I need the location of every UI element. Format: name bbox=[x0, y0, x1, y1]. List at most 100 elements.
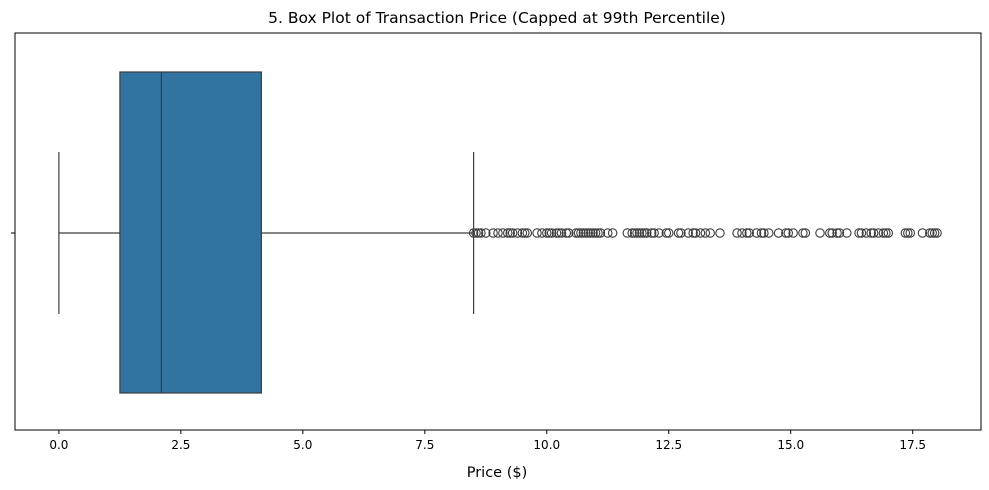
outlier-point bbox=[856, 228, 867, 238]
outlier-point bbox=[764, 228, 774, 238]
outlier-point bbox=[649, 228, 659, 238]
outlier-point bbox=[637, 228, 647, 238]
x-tick-label: 0.0 bbox=[49, 438, 68, 452]
outlier-point bbox=[588, 228, 598, 238]
outlier-point bbox=[676, 228, 686, 238]
outlier-point bbox=[737, 228, 747, 238]
outlier-point bbox=[629, 228, 640, 238]
outlier-point bbox=[471, 228, 481, 238]
outlier-point bbox=[642, 228, 652, 238]
outlier-point bbox=[903, 228, 913, 238]
outlier-point bbox=[715, 228, 725, 238]
outlier-point bbox=[646, 228, 657, 238]
outlier-point bbox=[842, 228, 852, 238]
outlier-point bbox=[917, 228, 928, 238]
outlier-point bbox=[854, 228, 864, 238]
outlier-point bbox=[503, 228, 513, 238]
outlier-point bbox=[590, 228, 601, 238]
outlier-point bbox=[683, 228, 694, 238]
chart-title: 5. Box Plot of Transaction Price (Capped… bbox=[268, 9, 726, 27]
outlier-point bbox=[488, 228, 498, 238]
outlier-point bbox=[800, 228, 811, 238]
outlier-point bbox=[932, 228, 942, 238]
outlier-point bbox=[756, 228, 767, 238]
outlier-point bbox=[595, 228, 606, 238]
outlier-point bbox=[773, 228, 784, 238]
outlier-point bbox=[583, 228, 594, 238]
outlier-point bbox=[832, 228, 842, 238]
plot-frame bbox=[14, 32, 982, 431]
outlier-point bbox=[573, 228, 584, 238]
outlier-point bbox=[690, 228, 701, 238]
outlier-point bbox=[517, 228, 528, 238]
outlier-point bbox=[868, 228, 879, 238]
outlier-point bbox=[498, 228, 508, 238]
outlier-point bbox=[881, 228, 891, 238]
outlier-point bbox=[607, 228, 618, 238]
outlier-point bbox=[873, 228, 884, 238]
outlier-point bbox=[581, 228, 591, 238]
outlier-point bbox=[576, 228, 586, 238]
box-plot bbox=[58, 71, 475, 394]
x-tick-label: 2.5 bbox=[171, 438, 190, 452]
outlier-point bbox=[866, 228, 876, 238]
outlier-point bbox=[556, 228, 567, 238]
outlier-point bbox=[825, 228, 835, 238]
outlier-point bbox=[834, 228, 845, 238]
outlier-point bbox=[751, 228, 762, 238]
outlier-point bbox=[622, 228, 633, 238]
outlier-point bbox=[861, 228, 872, 238]
outlier-point bbox=[627, 228, 637, 238]
outlier-point bbox=[883, 228, 894, 238]
outlier-point bbox=[654, 228, 664, 238]
outlier-point bbox=[473, 228, 484, 238]
outlier-point bbox=[925, 228, 935, 238]
outlier-point bbox=[878, 228, 889, 238]
outlier-point bbox=[571, 228, 581, 238]
outlier-point bbox=[661, 228, 672, 238]
outlier-point bbox=[927, 228, 937, 238]
outlier-point bbox=[578, 228, 589, 238]
outlier-point bbox=[639, 228, 650, 238]
outlier-point bbox=[742, 228, 752, 238]
x-tick-label: 10.0 bbox=[533, 438, 560, 452]
outlier-point bbox=[537, 228, 547, 238]
interquartile-box bbox=[119, 71, 262, 394]
outlier-point bbox=[632, 228, 642, 238]
outlier-point bbox=[468, 228, 479, 238]
outlier-point bbox=[512, 228, 523, 238]
outlier-point bbox=[532, 228, 542, 238]
outlier-point bbox=[561, 228, 572, 238]
outlier-point bbox=[905, 228, 916, 238]
outlier-point bbox=[664, 228, 674, 238]
outlier-point bbox=[788, 228, 798, 238]
outlier-point bbox=[815, 228, 825, 238]
outlier-point bbox=[900, 228, 911, 238]
outlier-point bbox=[551, 228, 562, 238]
outlier-point bbox=[783, 228, 794, 238]
outlier-point bbox=[673, 228, 684, 238]
outlier-point bbox=[732, 228, 742, 238]
x-tick-label: 12.5 bbox=[655, 438, 682, 452]
x-tick-label: 7.5 bbox=[415, 438, 434, 452]
outlier-point bbox=[781, 228, 791, 238]
outlier-point bbox=[705, 228, 715, 238]
outlier-point bbox=[593, 228, 603, 238]
outlier-point bbox=[827, 228, 837, 238]
outlier-point bbox=[700, 228, 711, 238]
outlier-point bbox=[507, 228, 518, 238]
outlier-point bbox=[759, 228, 769, 238]
outlier-point bbox=[554, 228, 564, 238]
outlier-point bbox=[544, 228, 554, 238]
outlier-point bbox=[476, 228, 486, 238]
plot-area bbox=[14, 32, 982, 431]
outlier-point bbox=[929, 228, 940, 238]
outlier-point bbox=[798, 228, 808, 238]
outlier-point bbox=[695, 228, 706, 238]
outlier-point bbox=[520, 228, 530, 238]
outlier-point bbox=[744, 228, 755, 238]
outlier-point bbox=[546, 228, 557, 238]
x-tick-label: 5.0 bbox=[293, 438, 312, 452]
outlier-point bbox=[603, 228, 613, 238]
